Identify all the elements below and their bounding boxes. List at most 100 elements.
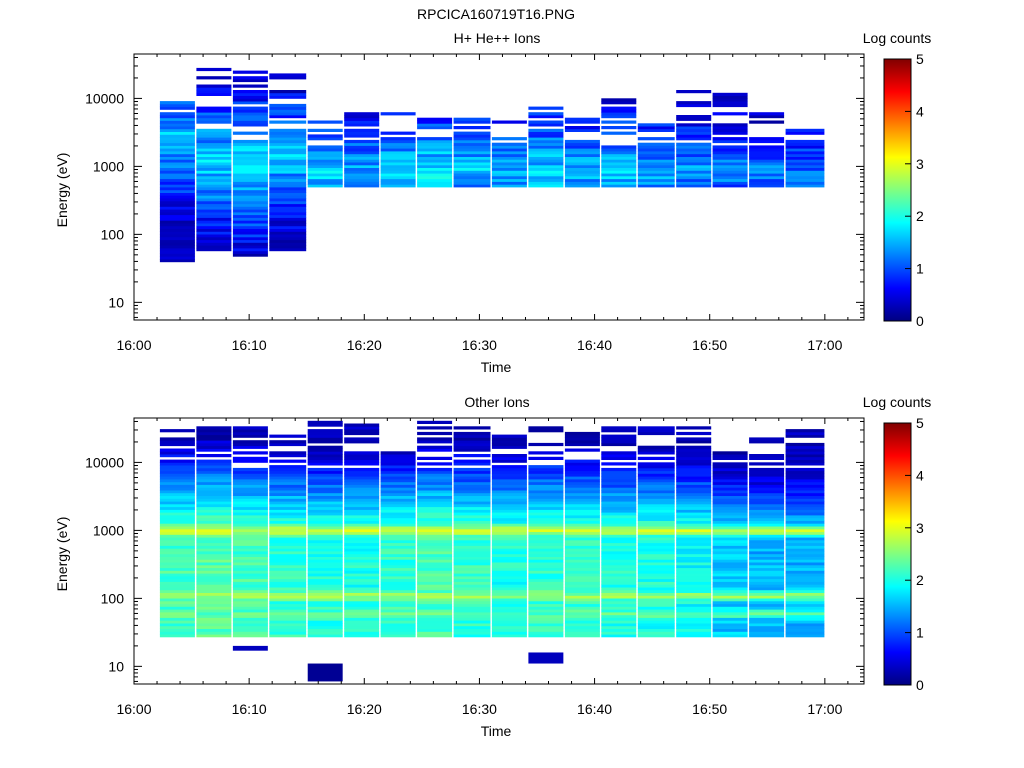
- heatmap-cell: [344, 178, 380, 182]
- heatmap-cell: [159, 173, 195, 177]
- heatmap-cell: [232, 490, 268, 494]
- heatmap-cell: [307, 445, 343, 449]
- heatmap-cell: [196, 481, 232, 485]
- heatmap-cell: [528, 506, 564, 510]
- heatmap-cell: [528, 617, 564, 621]
- heatmap-cell: [232, 645, 268, 651]
- heatmap-cell: [564, 117, 600, 121]
- heatmap-cell: [417, 495, 453, 499]
- heatmap-cell: [528, 539, 564, 544]
- heatmap-cell: [159, 539, 195, 544]
- heatmap-cell: [269, 175, 307, 180]
- heatmap-cell: [380, 603, 416, 607]
- heatmap-cell: [712, 612, 748, 616]
- heatmap-cell: [269, 142, 307, 146]
- heatmap-cell: [528, 520, 564, 524]
- heatmap-cell: [196, 564, 232, 569]
- heatmap-cell: [307, 526, 343, 530]
- heatmap-cell: [453, 153, 491, 157]
- heatmap-cell: [564, 542, 600, 546]
- heatmap-cell: [380, 170, 416, 174]
- heatmap-cell: [196, 429, 232, 433]
- heatmap-cell: [528, 490, 564, 494]
- heatmap-cell: [344, 128, 380, 132]
- heatmap-cell: [491, 517, 527, 521]
- heatmap-cell: [637, 479, 675, 483]
- heatmap-cell: [159, 148, 195, 152]
- heatmap-cell: [528, 570, 564, 574]
- heatmap-cell: [196, 173, 232, 177]
- heatmap-cell: [196, 448, 232, 452]
- heatmap-cell: [453, 167, 491, 171]
- heatmap-cell: [196, 139, 232, 144]
- heatmap-cell: [528, 581, 564, 585]
- heatmap-cell: [601, 531, 637, 535]
- heatmap-cell: [159, 195, 195, 199]
- heatmap-cell: [601, 589, 637, 593]
- heatmap-cell: [307, 515, 343, 519]
- heatmap-cell: [159, 211, 195, 216]
- heatmap-cell: [453, 142, 491, 146]
- heatmap-cell: [196, 501, 232, 505]
- heatmap-cell: [232, 459, 268, 463]
- heatmap-cell: [676, 431, 712, 436]
- heatmap-cell: [269, 567, 307, 571]
- heatmap-cell: [307, 581, 343, 585]
- heatmap-cell: [749, 600, 785, 605]
- heatmap-cell: [196, 465, 232, 469]
- heatmap-cell: [196, 520, 232, 524]
- heatmap-cell: [637, 145, 675, 149]
- heatmap-cell: [159, 101, 195, 105]
- heatmap-cell: [785, 553, 825, 557]
- heatmap-cell: [637, 175, 675, 180]
- heatmap-cell: [637, 128, 675, 132]
- heatmap-cell: [491, 551, 527, 555]
- heatmap-cell: [712, 559, 748, 563]
- heatmap-cell: [269, 145, 307, 149]
- heatmap-cell: [637, 431, 675, 436]
- heatmap-cell: [344, 164, 380, 168]
- heatmap-cell: [637, 617, 675, 621]
- heatmap-cell: [491, 531, 527, 535]
- heatmap-cell: [712, 181, 748, 185]
- heatmap-cell: [232, 250, 268, 254]
- heatmap-cell: [417, 564, 453, 569]
- heatmap-cell: [528, 503, 564, 508]
- heatmap-cell: [307, 575, 343, 580]
- heatmap-cell: [637, 164, 675, 168]
- heatmap-cell: [601, 556, 637, 560]
- heatmap-cell: [307, 434, 343, 438]
- heatmap-cell: [269, 167, 307, 171]
- heatmap-cell: [232, 539, 268, 544]
- heatmap-cell: [637, 531, 675, 535]
- heatmap-cell: [269, 73, 307, 77]
- heatmap-cell: [564, 612, 600, 616]
- heatmap-cell: [453, 559, 491, 563]
- heatmap-cell: [749, 184, 785, 188]
- heatmap-cell: [232, 206, 268, 210]
- heatmap-cell: [785, 625, 825, 629]
- heatmap-cell: [196, 539, 232, 544]
- heatmap-cell: [564, 470, 600, 474]
- heatmap-cell: [232, 598, 268, 602]
- heatmap-cell: [601, 470, 637, 474]
- heatmap-cell: [344, 112, 380, 116]
- heatmap-cell: [159, 589, 195, 593]
- heatmap-cell: [528, 148, 564, 152]
- heatmap-cell: [491, 600, 527, 605]
- heatmap-cell: [676, 623, 712, 627]
- heatmap-cell: [676, 578, 712, 582]
- heatmap-cell: [159, 159, 195, 163]
- heatmap-cell: [637, 156, 675, 160]
- heatmap-cell: [269, 442, 307, 447]
- heatmap-cell: [749, 181, 785, 185]
- heatmap-cell: [564, 564, 600, 569]
- heatmap-cell: [749, 526, 785, 530]
- heatmap-cell: [307, 467, 343, 472]
- heatmap-cell: [637, 612, 675, 616]
- heatmap-cell: [344, 603, 380, 607]
- heatmap-cell: [344, 612, 380, 616]
- heatmap-cell: [380, 575, 416, 580]
- heatmap-cell: [232, 211, 268, 216]
- heatmap-cell: [676, 534, 712, 538]
